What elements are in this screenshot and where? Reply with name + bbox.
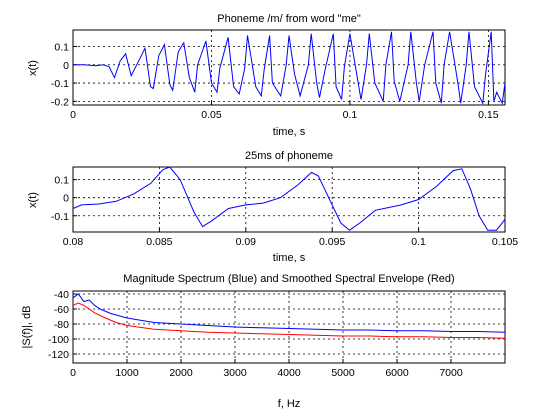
panel2-title: 25ms of phoneme <box>245 150 333 162</box>
series-line-1 <box>73 31 506 105</box>
panel3-ticks: 0 1000 2000 3000 4000 5000 6000 7000 -40 -60 -80 -1… <box>48 289 463 379</box>
x-tick-label: 0.09 <box>236 236 257 248</box>
panel1-plot-area <box>72 29 506 106</box>
y-tick-label: -80 <box>54 319 69 331</box>
panel3-grid <box>73 291 505 363</box>
y-tick-label: -60 <box>54 304 69 316</box>
panel2-ticks: 0.08 0.085 0.09 0.095 0.1 0.105 -0.1 0 0.1 <box>51 175 518 248</box>
panel2-series <box>72 166 506 231</box>
panel1-title: Phoneme /m/ from word "me" <box>217 13 361 25</box>
panel3-series <box>72 293 506 339</box>
panel2-grid <box>73 167 505 232</box>
x-tick-label: 1000 <box>115 367 139 379</box>
panel-spectrum: Magnitude Spectrum (Blue) and Smoothed S… <box>21 273 506 410</box>
series-line-magnitude-spectrum <box>72 293 506 333</box>
x-tick-label: 5000 <box>331 367 355 379</box>
x-tick-label: 4000 <box>277 367 301 379</box>
panel1-ticks: 0 0.05 0.1 0.15 -0.2 -0.1 0 0.1 <box>51 41 499 121</box>
series-line-1 <box>72 166 506 231</box>
x-tick-label: 3000 <box>223 367 247 379</box>
y-tick-label: -0.1 <box>51 78 69 90</box>
x-tick-label: 0 <box>70 367 76 379</box>
y-tick-label: 0 <box>63 193 69 205</box>
x-tick-label: 6000 <box>385 367 409 379</box>
y-tick-label: 0 <box>63 60 69 72</box>
x-tick-label: 0.085 <box>146 236 172 248</box>
panel3-title: Magnitude Spectrum (Blue) and Smoothed S… <box>123 273 454 285</box>
panel2-ylabel: x(t) <box>27 192 39 208</box>
panel1-xlabel: time, s <box>273 126 306 138</box>
y-tick-label: -40 <box>54 289 69 301</box>
series-line-smoothed-spectral-envelope <box>72 302 506 339</box>
x-tick-label: 7000 <box>439 367 463 379</box>
x-tick-label: 0.08 <box>63 236 84 248</box>
x-tick-label: 2000 <box>169 367 193 379</box>
x-tick-label: 0.15 <box>478 109 499 121</box>
panel1-ylabel: x(t) <box>27 60 39 76</box>
panel1-series <box>73 31 506 105</box>
y-tick-label: -100 <box>48 334 69 346</box>
y-tick-label: 0.1 <box>54 175 69 187</box>
panel1-grid <box>73 30 505 105</box>
x-tick-label: 0 <box>70 109 76 121</box>
x-tick-label: 0.1 <box>411 236 426 248</box>
x-tick-label: 0.05 <box>201 109 222 121</box>
y-tick-label: -120 <box>48 349 69 361</box>
y-tick-label: -0.2 <box>51 96 69 108</box>
panel3-ylabel: |S(f)|, dB <box>21 305 33 348</box>
panel-zoom: 25ms of phoneme 0.08 0.085 0.09 0.095 0.1 0.1… <box>27 150 518 264</box>
panel3-xlabel: f, Hz <box>278 398 301 410</box>
panel2-xlabel: time, s <box>273 252 306 264</box>
x-tick-label: 0.1 <box>343 109 358 121</box>
panel2-plot-area <box>72 166 506 233</box>
y-tick-label: 0.1 <box>54 41 69 53</box>
x-tick-label: 0.095 <box>319 236 345 248</box>
x-tick-label: 0.105 <box>492 236 518 248</box>
y-tick-label: -0.1 <box>51 211 69 223</box>
panel-phoneme: Phoneme /m/ from word "me" 0 0.05 0.1 0.15 -… <box>27 13 506 138</box>
